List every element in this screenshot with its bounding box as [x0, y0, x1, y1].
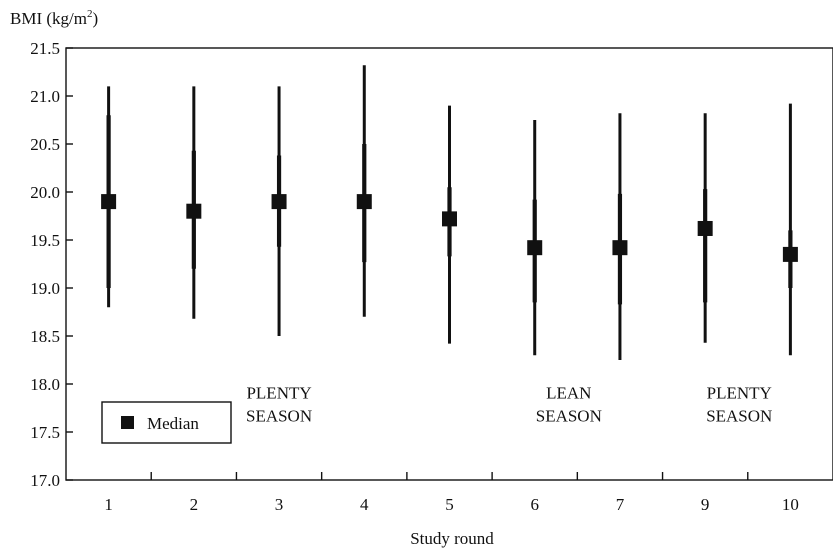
- season-annotation: PLENTY SEASON: [246, 383, 312, 425]
- y-tick-label: 18.0: [30, 375, 60, 394]
- season-annotation-line: LEAN: [546, 383, 591, 402]
- legend-median-label: Median: [147, 414, 199, 433]
- median-marker: [612, 240, 628, 256]
- y-tick-label: 19.5: [30, 231, 60, 250]
- season-annotation: LEAN SEASON: [536, 383, 602, 425]
- y-axis-ticks: 17.0 17.5 18.0 18.5 19.0 19.5 20.0 20.5 21.0 21.5: [30, 39, 73, 490]
- x-tick-label: 10: [782, 495, 799, 514]
- y-tick-label: 21.5: [30, 39, 60, 58]
- y-axis-title-superscript: 2: [87, 8, 93, 20]
- median-marker: [356, 194, 372, 210]
- y-tick-label: 17.0: [30, 471, 60, 490]
- season-annotation-line: SEASON: [246, 406, 312, 425]
- season-annotation-line: PLENTY: [707, 383, 772, 402]
- x-tick-label: 7: [616, 495, 625, 514]
- y-axis-title-close: ): [92, 9, 98, 28]
- y-axis-title-main: BMI (kg/m: [10, 9, 87, 28]
- x-tick-label: 6: [530, 495, 539, 514]
- y-tick-label: 21.0: [30, 87, 60, 106]
- y-axis-title: BMI (kg/m2): [10, 8, 98, 28]
- x-tick-label: 1: [104, 495, 113, 514]
- plot-area: [65, 47, 833, 481]
- median-marker: [101, 194, 117, 210]
- legend-median-marker: [121, 416, 134, 429]
- legend: Median: [101, 401, 232, 444]
- x-tick-label: 9: [701, 495, 710, 514]
- x-tick-label: 2: [190, 495, 199, 514]
- y-tick-label: 19.0: [30, 279, 60, 298]
- median-marker: [271, 194, 287, 210]
- median-marker: [186, 203, 202, 219]
- season-annotation-line: SEASON: [536, 406, 602, 425]
- median-marker: [442, 211, 457, 227]
- x-tick-label: 5: [445, 495, 454, 514]
- x-axis-ticks: 1 2 3 4 5 6 7 9 10: [104, 472, 799, 514]
- median-marker: [527, 240, 543, 256]
- y-tick-label: 20.0: [30, 183, 60, 202]
- series-layer: [101, 65, 798, 360]
- season-annotation-line: SEASON: [706, 406, 772, 425]
- y-tick-label: 20.5: [30, 135, 60, 154]
- season-annotation-line: PLENTY: [246, 383, 311, 402]
- median-marker: [782, 246, 798, 262]
- y-tick-label: 18.5: [30, 327, 60, 346]
- x-axis-title: Study round: [410, 529, 494, 548]
- season-annotation: PLENTY SEASON: [706, 383, 772, 425]
- median-marker: [697, 220, 713, 236]
- annotation-layer: PLENTY SEASON LEAN SEASON PLENTY SEASON: [246, 383, 772, 425]
- plot-frame: [65, 47, 833, 481]
- x-tick-label: 4: [360, 495, 369, 514]
- y-tick-label: 17.5: [30, 423, 60, 442]
- x-tick-label: 3: [275, 495, 284, 514]
